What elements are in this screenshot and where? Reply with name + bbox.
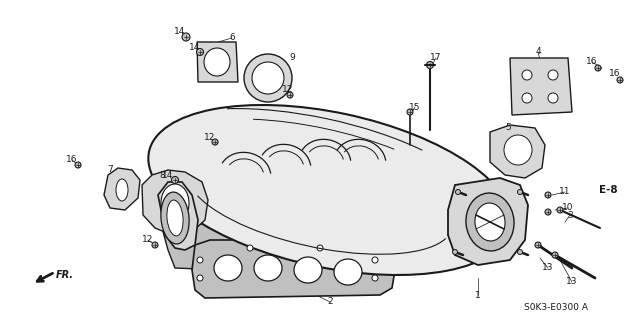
Ellipse shape	[504, 135, 532, 165]
Text: 14: 14	[163, 170, 173, 180]
Text: 13: 13	[566, 278, 578, 286]
Text: 12: 12	[204, 133, 216, 143]
Polygon shape	[142, 170, 208, 235]
Ellipse shape	[466, 193, 514, 251]
Text: 16: 16	[586, 57, 598, 66]
Text: 2: 2	[327, 298, 333, 307]
Ellipse shape	[182, 33, 190, 41]
Text: 3: 3	[567, 211, 573, 219]
Ellipse shape	[535, 242, 541, 248]
Ellipse shape	[522, 70, 532, 80]
Ellipse shape	[148, 105, 511, 275]
Ellipse shape	[294, 257, 322, 283]
Ellipse shape	[161, 184, 189, 222]
Text: 12: 12	[282, 85, 294, 94]
Polygon shape	[104, 168, 140, 210]
Text: 15: 15	[409, 102, 420, 112]
Text: 9: 9	[289, 54, 295, 63]
Ellipse shape	[548, 70, 558, 80]
Ellipse shape	[247, 245, 253, 251]
Text: 5: 5	[505, 123, 511, 132]
Text: 8: 8	[159, 170, 165, 180]
Ellipse shape	[116, 179, 128, 201]
Text: S0K3-E0300 A: S0K3-E0300 A	[524, 303, 588, 313]
Ellipse shape	[545, 209, 551, 215]
Ellipse shape	[196, 48, 204, 56]
Text: 17: 17	[430, 54, 442, 63]
Ellipse shape	[317, 245, 323, 251]
Ellipse shape	[197, 275, 203, 281]
Text: E-8: E-8	[598, 185, 618, 195]
Text: 7: 7	[107, 166, 113, 174]
Polygon shape	[158, 182, 198, 250]
Text: 16: 16	[67, 155, 77, 165]
Ellipse shape	[522, 93, 532, 103]
Ellipse shape	[372, 257, 378, 263]
Ellipse shape	[426, 62, 433, 69]
Text: FR.: FR.	[56, 270, 74, 280]
Polygon shape	[490, 125, 545, 178]
Polygon shape	[448, 178, 528, 265]
Ellipse shape	[152, 242, 158, 248]
Text: 16: 16	[609, 70, 621, 78]
Ellipse shape	[595, 65, 601, 71]
Ellipse shape	[475, 203, 505, 241]
Ellipse shape	[287, 92, 293, 98]
Ellipse shape	[254, 255, 282, 281]
Ellipse shape	[252, 62, 284, 94]
Ellipse shape	[244, 54, 292, 102]
Ellipse shape	[212, 139, 218, 145]
Ellipse shape	[407, 109, 413, 115]
Polygon shape	[192, 240, 395, 298]
Ellipse shape	[214, 255, 242, 281]
Ellipse shape	[75, 162, 81, 168]
Ellipse shape	[617, 77, 623, 83]
Text: 1: 1	[475, 291, 481, 300]
Text: 12: 12	[142, 235, 154, 244]
Ellipse shape	[197, 257, 203, 263]
Text: 13: 13	[542, 263, 554, 272]
Ellipse shape	[167, 200, 183, 236]
Polygon shape	[510, 58, 572, 115]
Ellipse shape	[518, 249, 522, 255]
Text: 4: 4	[535, 48, 541, 56]
Text: 10: 10	[563, 204, 573, 212]
Text: 11: 11	[559, 188, 571, 197]
Ellipse shape	[372, 275, 378, 281]
Ellipse shape	[204, 48, 230, 76]
Ellipse shape	[548, 93, 558, 103]
Ellipse shape	[452, 249, 458, 255]
Ellipse shape	[545, 192, 551, 198]
Ellipse shape	[334, 259, 362, 285]
Text: 14: 14	[189, 42, 201, 51]
Ellipse shape	[172, 176, 179, 183]
Polygon shape	[162, 195, 490, 275]
Text: 14: 14	[174, 27, 186, 36]
Ellipse shape	[552, 252, 558, 258]
Ellipse shape	[161, 192, 189, 244]
Polygon shape	[197, 42, 238, 82]
Text: 6: 6	[229, 33, 235, 42]
Ellipse shape	[456, 189, 461, 195]
Ellipse shape	[557, 207, 563, 213]
Ellipse shape	[518, 189, 522, 195]
